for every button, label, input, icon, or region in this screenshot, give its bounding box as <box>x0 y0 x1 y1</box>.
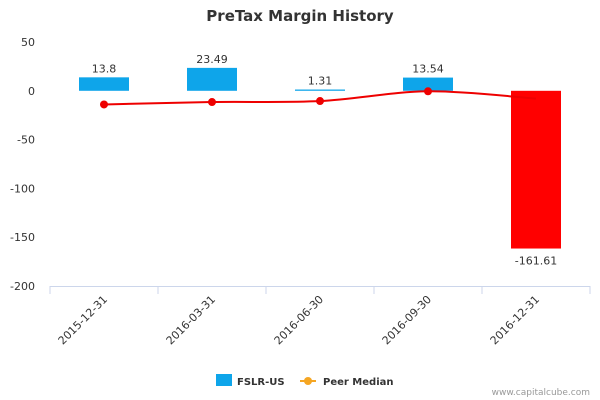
legend: FSLR-US Peer Median <box>216 374 394 388</box>
legend-item-fslr[interactable]: FSLR-US <box>216 374 285 388</box>
bar[interactable] <box>511 90 561 249</box>
x-tick-label: 2016-09-30 <box>380 293 434 347</box>
x-tick-label: 2016-03-31 <box>164 293 218 347</box>
bar-data-labels: 13.8 23.49 1.31 13.54 -161.61 <box>92 53 557 268</box>
legend-line-marker <box>304 377 312 385</box>
bar-series <box>79 67 561 249</box>
y-tick-label: 0 <box>28 85 35 98</box>
y-tick-label: -100 <box>10 182 35 195</box>
x-tick-label: 2016-12-31 <box>488 293 542 347</box>
chart-title: PreTax Margin History <box>206 7 394 25</box>
credit-text[interactable]: www.capitalcube.com <box>492 388 590 398</box>
legend-label-fslr: FSLR-US <box>237 377 285 388</box>
bar[interactable] <box>187 67 237 91</box>
x-tick-label: 2016-06-30 <box>272 293 326 347</box>
legend-label-peer-median: Peer Median <box>323 377 394 388</box>
y-tick-label: -200 <box>10 280 35 293</box>
x-axis: 2015-12-31 2016-03-31 2016-06-30 2016-09-30… <box>49 286 591 347</box>
bar-data-label: 1.31 <box>308 75 333 88</box>
bar-data-label: 23.49 <box>196 53 228 66</box>
peer-median-points <box>100 87 432 109</box>
bar[interactable] <box>295 89 345 91</box>
y-tick-label: -50 <box>17 134 35 147</box>
peer-median-point[interactable] <box>100 100 108 109</box>
peer-median-point[interactable] <box>424 87 432 96</box>
legend-bar-swatch <box>216 374 232 386</box>
peer-median-point[interactable] <box>208 98 216 107</box>
legend-item-peer-median[interactable]: Peer Median <box>300 377 394 388</box>
x-tick-label: 2015-12-31 <box>56 293 110 347</box>
peer-median-point[interactable] <box>316 97 324 106</box>
y-tick-label: 50 <box>21 36 35 49</box>
bar[interactable] <box>403 77 453 91</box>
bar-data-label: 13.8 <box>92 62 117 75</box>
y-tick-label: -150 <box>10 231 35 244</box>
bar[interactable] <box>79 77 129 91</box>
bar-data-label: 13.54 <box>412 63 444 76</box>
y-axis: 50 0 -50 -100 -150 -200 <box>10 36 35 293</box>
bar-data-label: -161.61 <box>515 255 557 268</box>
